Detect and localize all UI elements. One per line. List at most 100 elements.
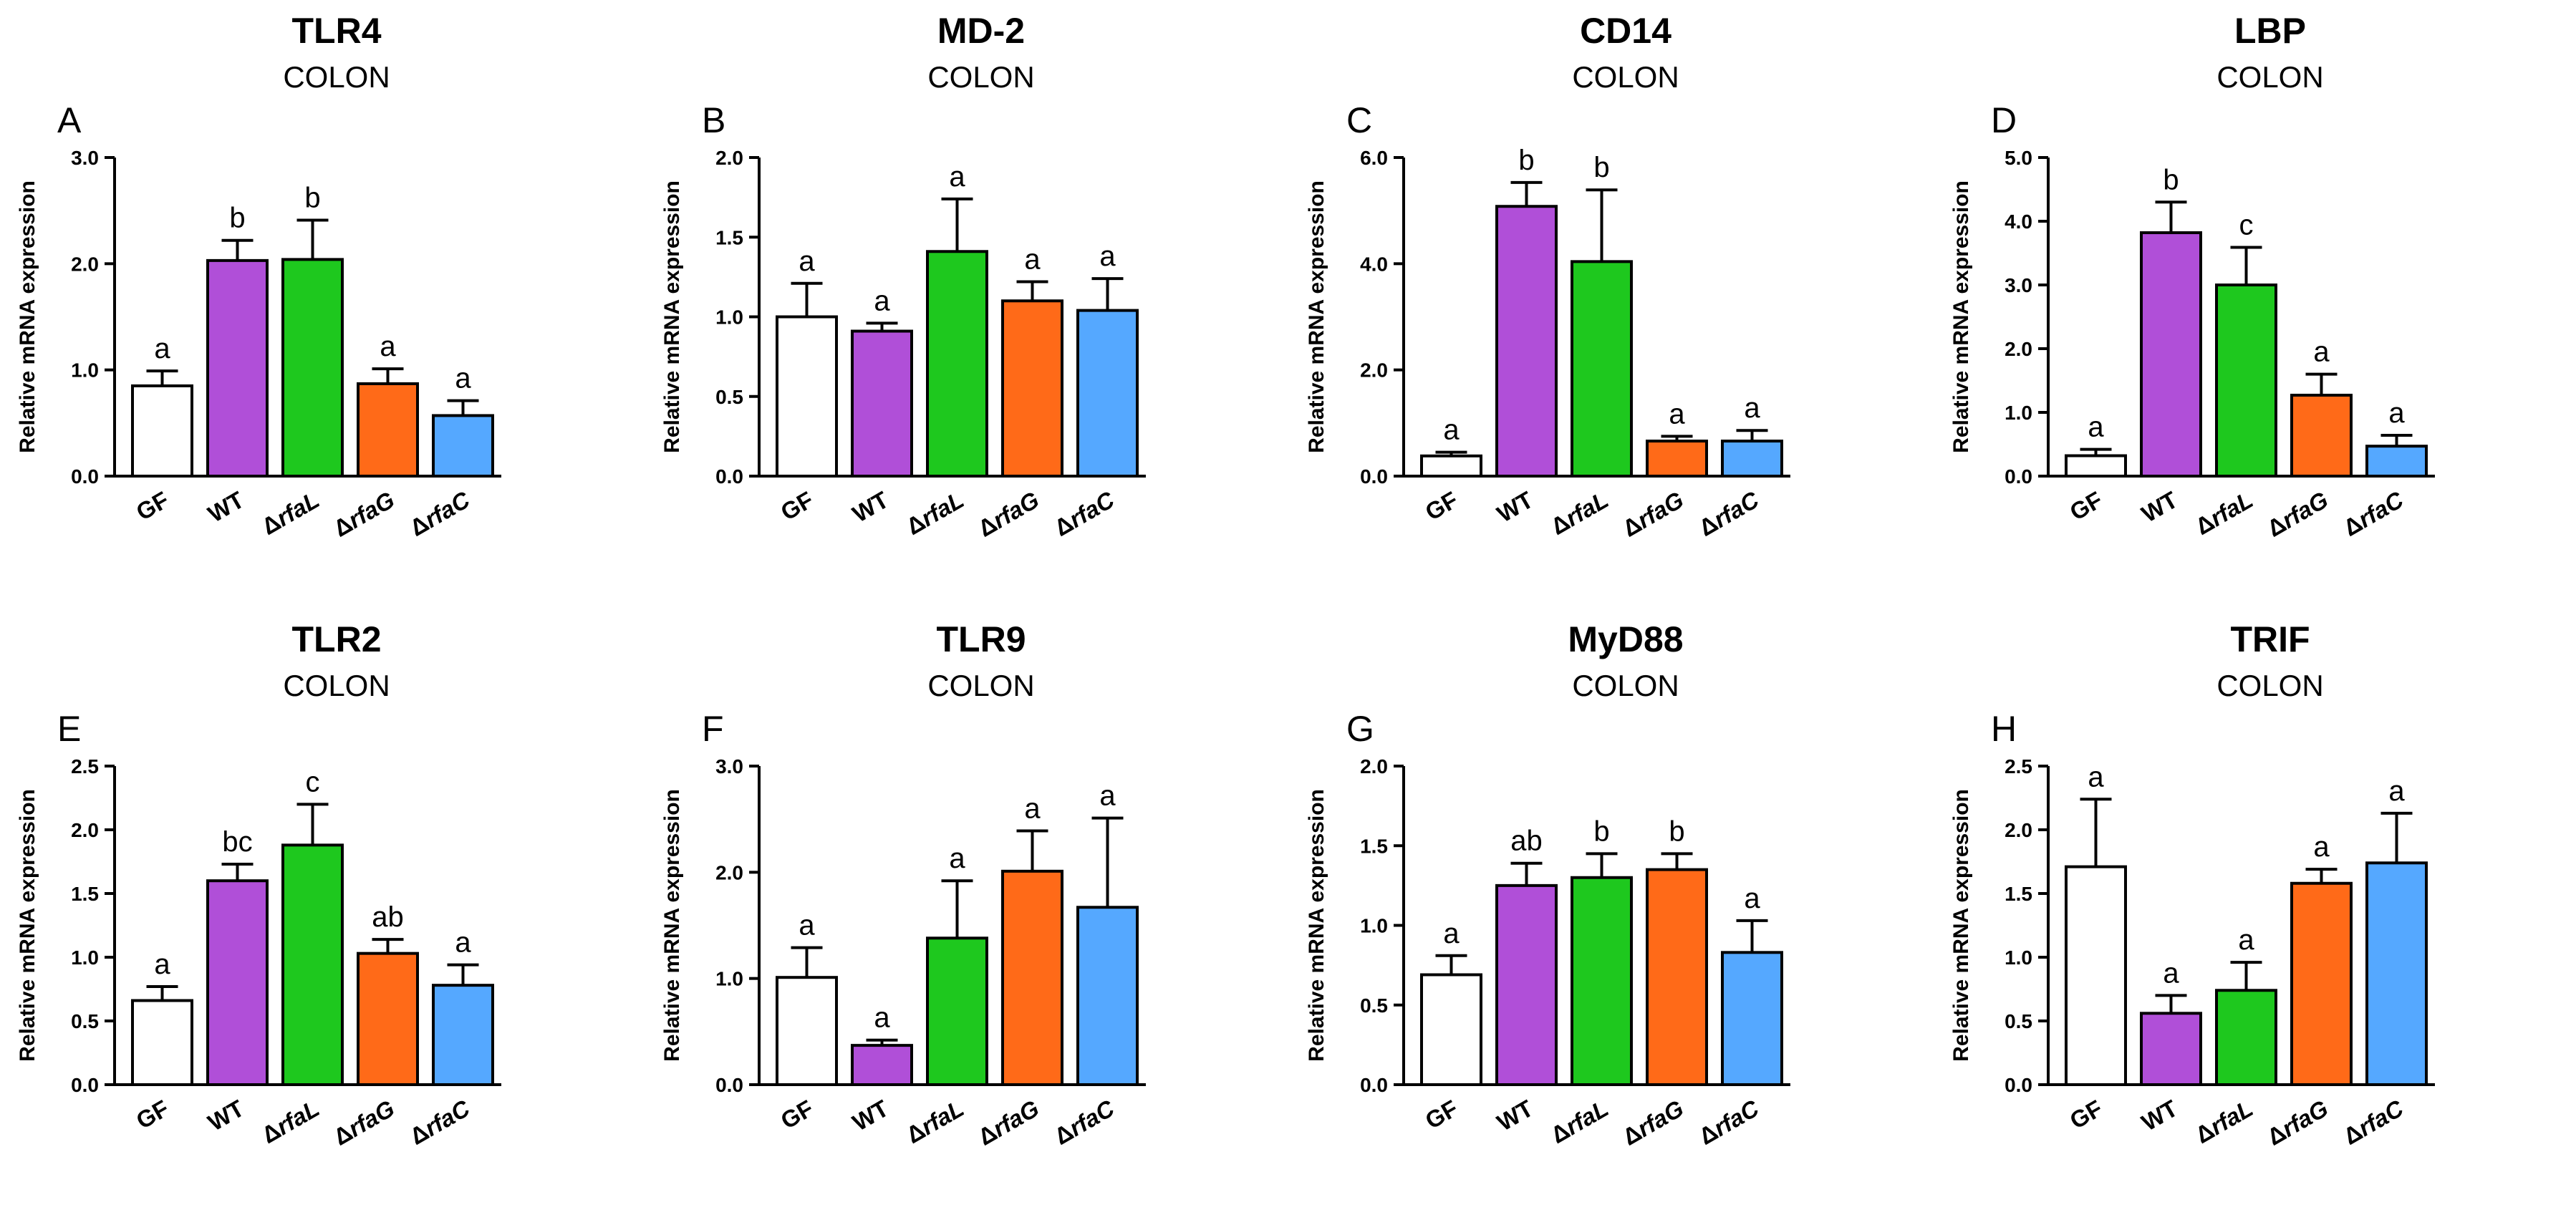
- significance-label: a: [1443, 918, 1460, 949]
- y-axis-label: Relative mRNA expression: [1949, 789, 1973, 1062]
- bar-rfac: [1076, 906, 1139, 1086]
- bar-rfag: [2290, 393, 2353, 478]
- panel-letter: A: [57, 100, 82, 140]
- bar-gf: [2065, 454, 2127, 478]
- y-tick-label: 1.0: [2005, 946, 2032, 969]
- bar-rfac: [432, 414, 494, 478]
- x-tick-label: ΔrfaC: [1050, 485, 1119, 541]
- x-tick-label: ΔrfaC: [1694, 1094, 1764, 1149]
- x-tick-label: WT: [848, 1095, 893, 1136]
- significance-label: a: [1443, 415, 1460, 446]
- significance-label: c: [2239, 209, 2254, 241]
- x-tick-label: ΔrfaL: [2191, 486, 2257, 540]
- chart-title: MD-2: [937, 11, 1025, 51]
- panel-letter: D: [1991, 100, 2017, 140]
- x-tick-label: ΔrfaC: [1050, 1094, 1119, 1149]
- bar-rfag: [357, 951, 419, 1086]
- x-tick-label: ΔrfaG: [973, 486, 1043, 542]
- x-tick-label: ΔrfaC: [2339, 1094, 2408, 1149]
- panel-letter: G: [1346, 709, 1374, 749]
- significance-label: b: [1593, 152, 1609, 183]
- y-axis-label: Relative mRNA expression: [16, 789, 39, 1062]
- bar-gf: [1420, 454, 1482, 478]
- significance-label: a: [2388, 397, 2405, 429]
- significance-label: bc: [222, 826, 252, 858]
- significance-label: b: [1518, 145, 1534, 176]
- x-tick-label: ΔrfaC: [2339, 485, 2408, 541]
- chart-title: TLR9: [937, 619, 1026, 659]
- x-tick-label: GF: [132, 486, 173, 526]
- x-tick-label: GF: [132, 1095, 173, 1134]
- bar-wt: [206, 879, 269, 1086]
- bar-rfag: [1646, 868, 1708, 1086]
- y-tick-label: 1.0: [71, 359, 99, 382]
- chart-title: CD14: [1580, 11, 1671, 51]
- bar-rfac: [1721, 440, 1783, 478]
- y-tick-label: 0.0: [71, 465, 99, 488]
- x-tick-label: ΔrfaL: [1546, 486, 1613, 540]
- x-tick-label: ΔrfaG: [2262, 486, 2333, 542]
- significance-label: a: [874, 1002, 890, 1034]
- significance-label: a: [1099, 241, 1116, 272]
- y-tick-label: 1.0: [2005, 402, 2032, 424]
- y-tick-label: 1.5: [71, 883, 99, 905]
- x-tick-label: GF: [776, 486, 818, 526]
- x-tick-label: GF: [2065, 486, 2107, 526]
- significance-label: a: [1099, 780, 1116, 812]
- panel-d: LBP COLON D Relative mRNA expression 0.0 1.0 2…: [1949, 11, 2435, 542]
- bar-rfag: [2290, 881, 2353, 1086]
- bar-rfal: [2215, 284, 2277, 478]
- y-tick-label: 2.0: [1360, 359, 1388, 382]
- panel-letter: B: [702, 100, 725, 140]
- x-tick-label: GF: [776, 1095, 818, 1134]
- bar-rfac: [2365, 445, 2428, 478]
- bar-rfal: [2215, 989, 2277, 1087]
- x-tick-label: WT: [203, 486, 249, 528]
- bar-wt: [851, 1044, 913, 1086]
- panel-e: TLR2 COLON E Relative mRNA expression 0.0 0.5…: [16, 619, 501, 1151]
- chart-subtitle: COLON: [927, 669, 1034, 702]
- x-tick-label: WT: [1492, 486, 1538, 528]
- bar-gf: [131, 999, 193, 1087]
- x-tick-label: ΔrfaL: [1546, 1095, 1613, 1148]
- y-tick-label: 1.0: [71, 946, 99, 969]
- significance-label: a: [2313, 831, 2330, 863]
- y-tick-label: 1.5: [715, 226, 743, 248]
- y-tick-label: 0.5: [2005, 1010, 2032, 1032]
- panel-h: TRIF COLON H Relative mRNA expression 0.0 0.5…: [1949, 619, 2435, 1151]
- x-tick-label: ΔrfaL: [257, 486, 324, 540]
- y-tick-label: 2.0: [715, 147, 743, 169]
- bar-wt: [851, 329, 913, 478]
- bar-rfac: [2365, 861, 2428, 1086]
- y-tick-label: 6.0: [1360, 147, 1388, 169]
- y-tick-label: 0.5: [71, 1010, 99, 1032]
- significance-label: a: [455, 927, 471, 959]
- significance-label: b: [229, 203, 245, 234]
- chart-title: LBP: [2234, 11, 2306, 51]
- y-tick-label: 0.0: [715, 465, 743, 488]
- significance-label: ab: [1510, 825, 1543, 857]
- x-tick-label: ΔrfaG: [1618, 486, 1688, 542]
- x-tick-label: WT: [848, 486, 893, 528]
- significance-label: a: [874, 285, 890, 316]
- y-tick-label: 0.5: [715, 386, 743, 408]
- significance-label: a: [2088, 412, 2104, 443]
- bar-rfal: [1571, 260, 1633, 478]
- panel-letter: H: [1991, 709, 2017, 749]
- bar-rfac: [1076, 309, 1139, 478]
- x-tick-label: ΔrfaL: [257, 1095, 324, 1148]
- y-tick-label: 0.0: [2005, 465, 2032, 488]
- x-tick-label: ΔrfaG: [2262, 1095, 2333, 1151]
- panel-g: MyD88 COLON G Relative mRNA expression 0.0 0.…: [1305, 619, 1790, 1151]
- significance-label: a: [1744, 883, 1760, 914]
- y-tick-label: 1.0: [1360, 915, 1388, 937]
- chart-subtitle: COLON: [2216, 669, 2323, 702]
- panel-f: TLR9 COLON F Relative mRNA expression 0.0 1.0…: [660, 619, 1146, 1151]
- bar-rfag: [1001, 299, 1063, 478]
- y-tick-label: 2.0: [2005, 338, 2032, 360]
- x-tick-label: GF: [2065, 1095, 2107, 1134]
- bar-rfac: [432, 984, 494, 1086]
- significance-label: a: [2388, 775, 2405, 807]
- y-tick-label: 1.0: [715, 306, 743, 329]
- x-tick-label: GF: [1421, 486, 1462, 526]
